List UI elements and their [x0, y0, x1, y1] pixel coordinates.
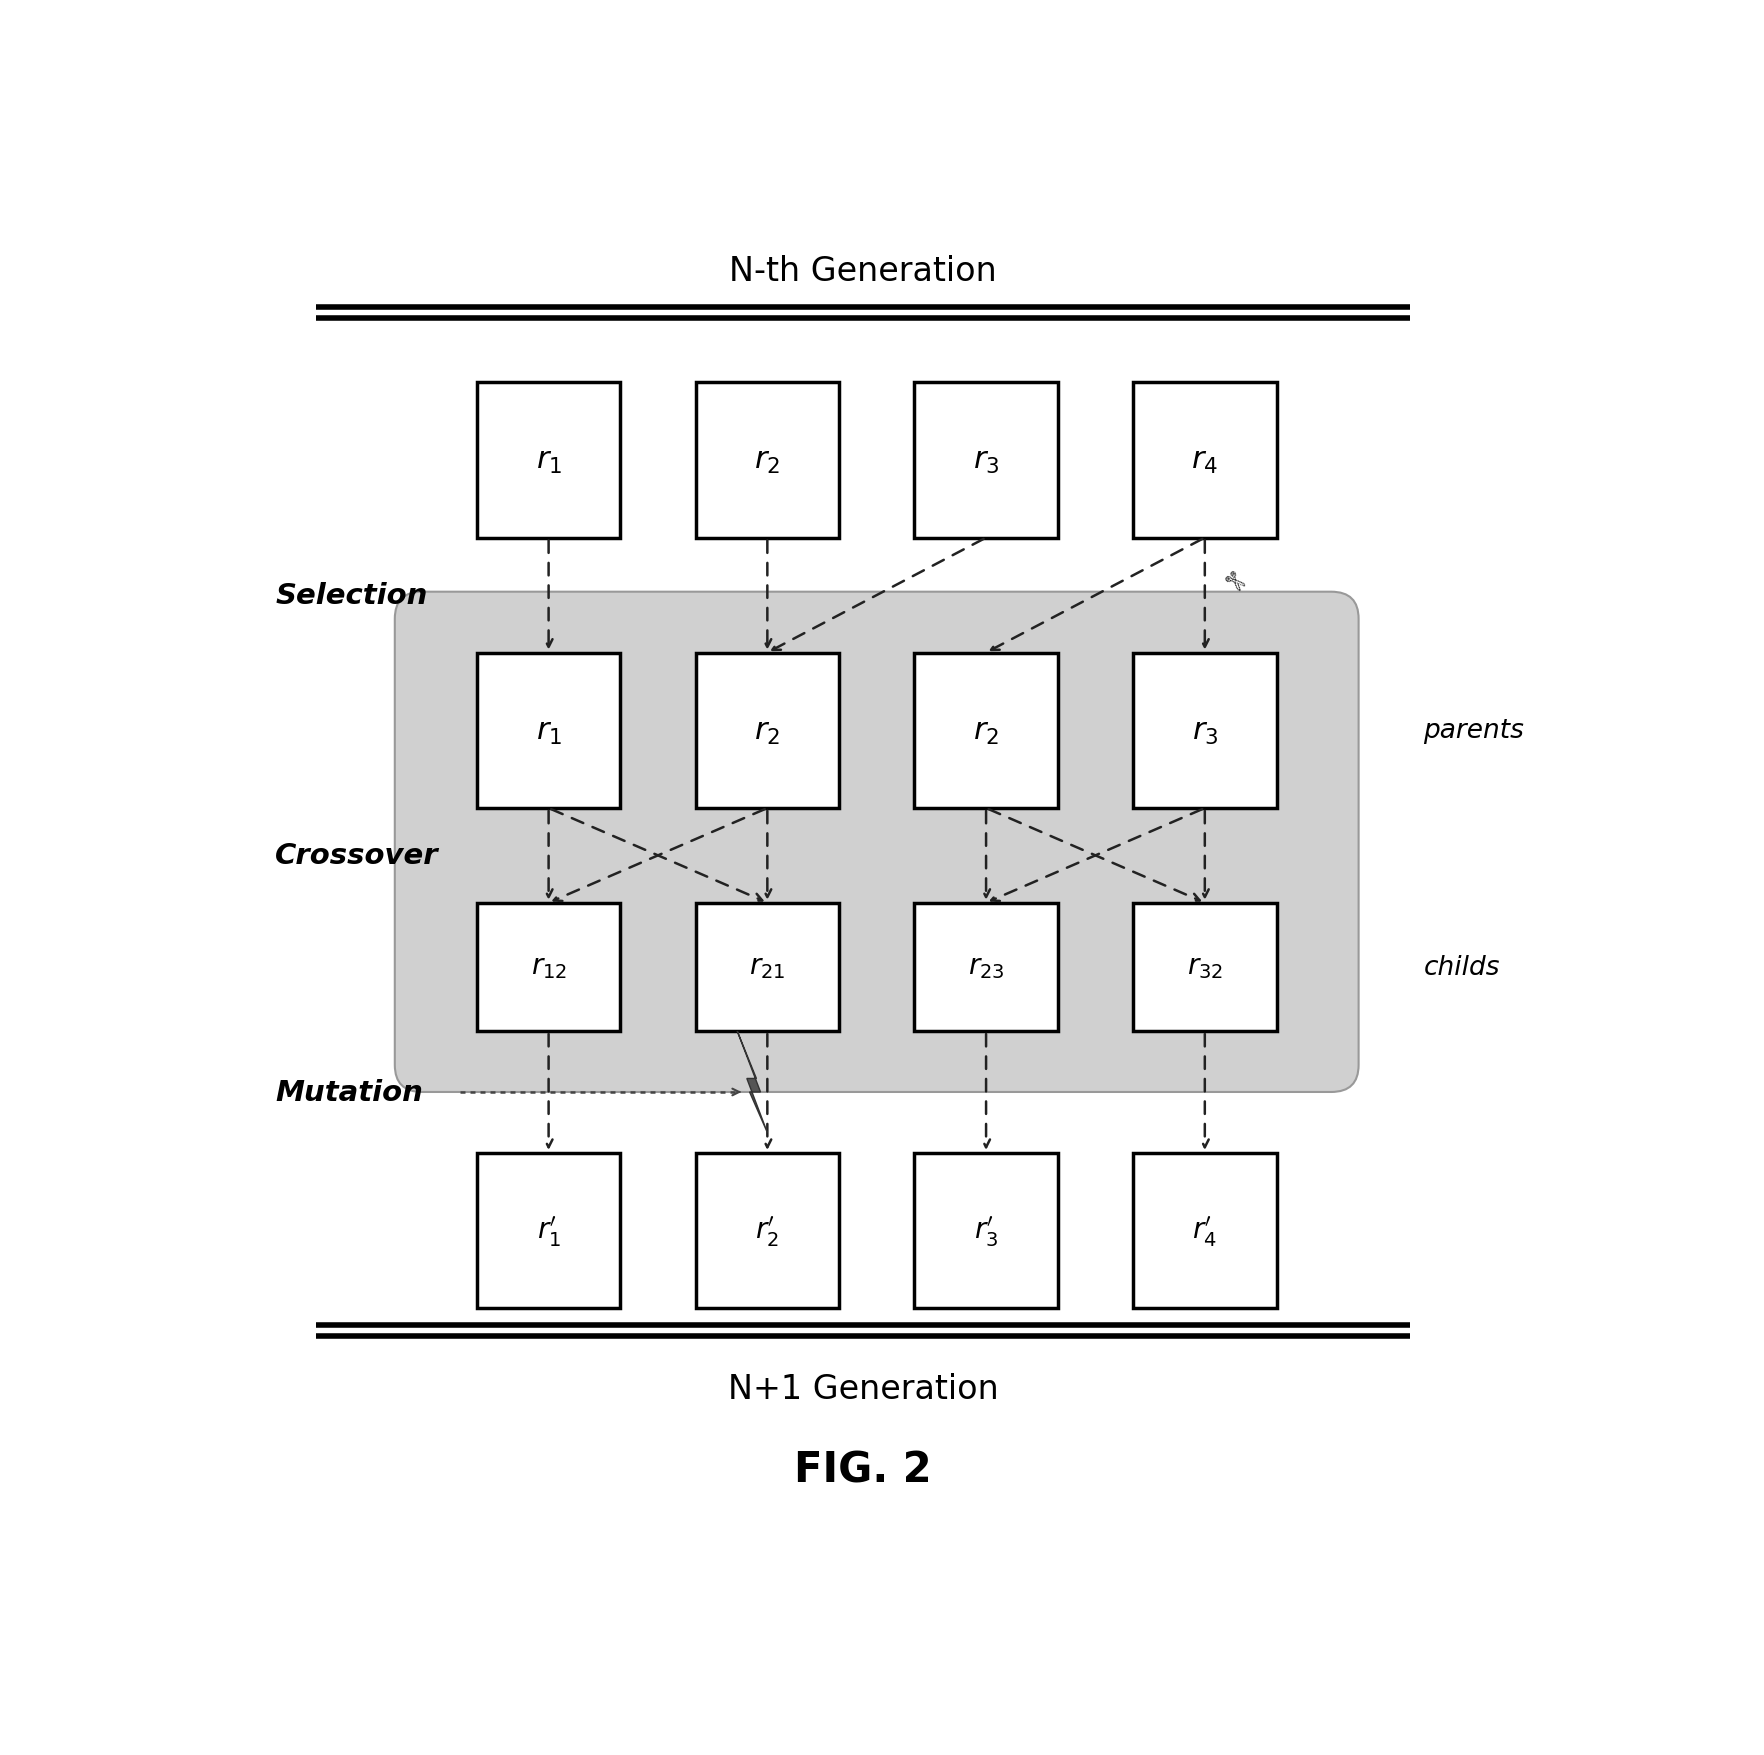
Text: $r_2$: $r_2$: [755, 716, 780, 746]
Text: $r_3$: $r_3$: [1192, 716, 1217, 746]
FancyBboxPatch shape: [395, 593, 1358, 1092]
Text: FIG. 2: FIG. 2: [794, 1450, 931, 1492]
Text: $r_4$: $r_4$: [1191, 446, 1219, 476]
Bar: [914, 904, 1058, 1032]
Text: Crossover: Crossover: [275, 842, 439, 870]
Text: $r_1$: $r_1$: [536, 446, 561, 476]
Text: N+1 Generation: N+1 Generation: [729, 1372, 998, 1406]
Text: $r_3^{\prime}$: $r_3^{\prime}$: [974, 1213, 998, 1248]
Bar: [1132, 1153, 1277, 1309]
Bar: [914, 1153, 1058, 1309]
Bar: [1132, 653, 1277, 809]
Text: $r_2$: $r_2$: [755, 446, 780, 476]
Text: $r_{32}$: $r_{32}$: [1187, 955, 1222, 981]
Bar: [476, 383, 621, 539]
Text: $r_4^{\prime}$: $r_4^{\prime}$: [1192, 1213, 1217, 1248]
Text: childs: childs: [1424, 955, 1499, 981]
Text: $r_{21}$: $r_{21}$: [750, 955, 785, 981]
Polygon shape: [737, 1032, 767, 1134]
Bar: [476, 653, 621, 809]
Bar: [695, 1153, 840, 1309]
Text: ✄: ✄: [1215, 567, 1249, 598]
Bar: [914, 653, 1058, 809]
Text: $r_{23}$: $r_{23}$: [968, 955, 1004, 981]
Text: $r_3$: $r_3$: [974, 446, 998, 476]
Text: $r_{12}$: $r_{12}$: [531, 955, 566, 981]
Text: $r_2^{\prime}$: $r_2^{\prime}$: [755, 1213, 780, 1248]
Text: $r_1$: $r_1$: [536, 716, 561, 746]
Bar: [476, 904, 621, 1032]
Text: parents: parents: [1424, 718, 1524, 744]
Text: $r_1^{\prime}$: $r_1^{\prime}$: [536, 1213, 561, 1248]
Bar: [695, 904, 840, 1032]
Bar: [476, 1153, 621, 1309]
Text: Mutation: Mutation: [275, 1078, 423, 1106]
Text: $r_2$: $r_2$: [974, 716, 998, 746]
Bar: [1132, 904, 1277, 1032]
Bar: [695, 383, 840, 539]
Bar: [695, 653, 840, 809]
Bar: [1132, 383, 1277, 539]
Text: Selection: Selection: [275, 581, 427, 609]
Text: N-th Generation: N-th Generation: [729, 254, 997, 288]
Bar: [914, 383, 1058, 539]
